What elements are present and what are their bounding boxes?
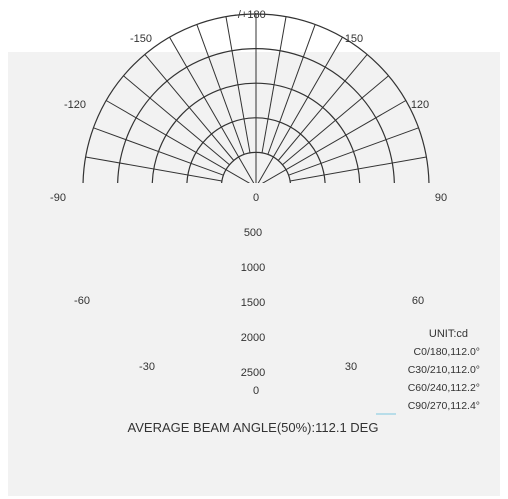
unit-label: UNIT:cd: [429, 328, 468, 340]
grid-spoke: [257, 36, 343, 183]
angle-tick--30: -30: [139, 361, 155, 373]
angle-tick--60: -60: [74, 295, 90, 307]
angle-tick--150: -150: [130, 33, 152, 45]
angle-tick--90: -90: [50, 192, 66, 204]
radial-tick-500: 500: [244, 227, 262, 239]
radial-tick-2500: 2500: [241, 367, 265, 379]
grid-spoke: [289, 156, 427, 182]
angle-tick-150: 150: [345, 33, 363, 45]
angle-tick-120: 120: [411, 99, 429, 111]
grid-spoke: [261, 100, 407, 183]
legend: UNIT:cd C0/180,112.0° C30/210,112.0° C60/2…: [376, 328, 480, 415]
grid-spoke: [144, 54, 235, 161]
legend-entry: C90/270,112.4°: [408, 400, 480, 412]
grid-spoke: [169, 36, 255, 183]
radial-tick-1500: 1500: [241, 297, 265, 309]
grid-spoke: [225, 16, 251, 154]
radial-tick-1000: 1000: [241, 262, 265, 274]
grid-spoke: [105, 100, 251, 183]
grid-spoke: [93, 127, 224, 176]
legend-entry: C30/210,112.0°: [408, 364, 480, 376]
angle-tick-0: 0: [253, 192, 259, 204]
grid-spoke: [288, 127, 419, 176]
legend-entry: C60/240,112.2°: [408, 382, 480, 394]
angle-tick-30: 30: [345, 361, 357, 373]
radial-tick-labels: 500 1000 1500 2000 2500 0: [241, 227, 265, 397]
radial-tick-2000: 2000: [241, 332, 265, 344]
grid-spoke: [85, 156, 223, 182]
legend-entry: C0/180,112.0°: [414, 346, 480, 358]
radial-tick-0-bottom: 0: [253, 385, 259, 397]
angle-tick-labels: -/+180 -150 150 -120 120 -90 90 -60 60 -30 30 0: [50, 9, 447, 373]
grid-spoke: [282, 75, 389, 166]
grid-spoke: [261, 16, 287, 154]
angle-tick-60: 60: [412, 295, 424, 307]
angle-tick-90: 90: [435, 192, 447, 204]
angle-tick--/+180: -/+180: [234, 9, 266, 21]
beam-angle-footer: AVERAGE BEAM ANGLE(50%):112.1 DEG: [128, 420, 379, 435]
angle-tick--120: -120: [64, 99, 86, 111]
grid-spoke: [196, 24, 245, 155]
grid-spoke: [267, 24, 316, 155]
grid-spoke: [123, 75, 230, 166]
polar-grid: [82, 13, 430, 183]
grid-spoke: [277, 54, 368, 161]
